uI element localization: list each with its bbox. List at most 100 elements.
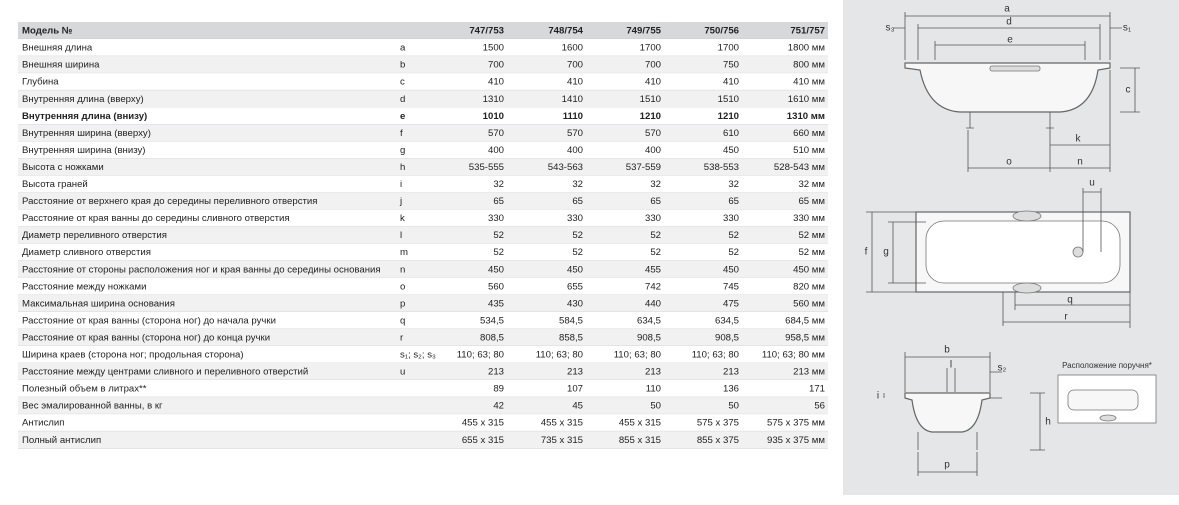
- row-value: 655: [567, 281, 583, 292]
- dim-label: n: [1077, 157, 1083, 168]
- row-value: 1110: [563, 111, 583, 122]
- row-value: 700: [488, 60, 504, 71]
- row-value: 534,5: [480, 315, 504, 326]
- row-value: 52: [728, 247, 739, 258]
- row-label: Полезный объем в литрах**: [22, 384, 147, 395]
- dim-label: s₃: [885, 23, 894, 34]
- row-value: 410 мм: [793, 77, 825, 88]
- row-value: 634,5: [715, 315, 739, 326]
- handle-inset: Расположение поручня*: [1057, 361, 1157, 424]
- row-value: 735 x 315: [541, 435, 583, 446]
- row-value: 855 x 315: [619, 435, 661, 446]
- row-bg: [18, 39, 828, 57]
- row-value: 110; 63; 80: [536, 350, 583, 361]
- row-value: 450: [723, 145, 739, 156]
- row-bg: [18, 158, 828, 176]
- row-value: 858,5: [559, 332, 583, 343]
- row-value: 32: [650, 179, 661, 190]
- row-symbol: q: [400, 315, 405, 326]
- row-bg: [18, 345, 828, 363]
- row-value: 32: [572, 179, 583, 190]
- dim-label: a: [1004, 4, 1010, 15]
- row-label: Полный антислип: [22, 435, 101, 446]
- row-label: Внутренняя ширина (внизу): [22, 145, 146, 156]
- row-value: 528-543 мм: [774, 162, 825, 173]
- dim-label: g: [883, 247, 889, 258]
- side-view: a s₃ d s₁ e c k o n: [885, 4, 1140, 172]
- row-value: 330: [723, 213, 739, 224]
- row-value: 958,5 мм: [785, 332, 825, 343]
- dim-label: r: [1064, 312, 1068, 323]
- row-value: 570: [645, 128, 661, 139]
- row-value: 1600: [562, 43, 583, 54]
- row-value: 1610 мм: [788, 94, 825, 105]
- dim-label: k: [1076, 134, 1082, 145]
- row-bg: [18, 380, 828, 398]
- row-value: 800 мм: [793, 60, 825, 71]
- row-bg: [18, 431, 828, 449]
- row-label: Модель №: [22, 26, 73, 37]
- row-label: Высота граней: [22, 179, 88, 190]
- row-value: 56: [814, 401, 825, 412]
- row-value: 908,5: [715, 332, 739, 343]
- row-label: Глубина: [22, 77, 59, 88]
- row-symbol: n: [400, 264, 405, 275]
- row-value: 610: [723, 128, 739, 139]
- dim-label: o: [1006, 157, 1012, 168]
- dim-label: l: [950, 360, 952, 371]
- row-bg: [18, 397, 828, 415]
- row-bg: [18, 243, 828, 261]
- row-label: Максимальная ширина основания: [22, 298, 175, 309]
- row-value: 32: [493, 179, 504, 190]
- row-value: 330: [488, 213, 504, 224]
- row-value: 538-553: [704, 162, 739, 173]
- row-value: 1310: [483, 94, 504, 105]
- row-bg: [18, 414, 828, 432]
- row-value: 45: [572, 401, 583, 412]
- row-label: Расстояние от края ванны до середины сли…: [22, 213, 290, 224]
- row-label: Внешняя длина: [22, 43, 93, 54]
- dim-label: e: [1007, 35, 1013, 46]
- spec-table: Модель № 747/753 748/754 749/755 750/756 751/…: [18, 22, 828, 449]
- row-value: 855 x 375: [697, 435, 739, 446]
- row-value: 749/755: [626, 26, 661, 37]
- row-value: 1210: [640, 111, 661, 122]
- row-value: 52: [493, 230, 504, 241]
- row-value: 410: [488, 77, 504, 88]
- row-value: 747/753: [469, 26, 504, 37]
- row-value: 455: [645, 264, 661, 275]
- dim-label: q: [1067, 295, 1073, 306]
- row-symbol: u: [400, 367, 405, 378]
- row-value: 560: [488, 281, 504, 292]
- row-value: 1700: [718, 43, 739, 54]
- row-bg: [18, 175, 828, 193]
- row-value: 107: [567, 384, 583, 395]
- dim-label: b: [944, 345, 950, 356]
- row-value: 455 x 315: [619, 418, 661, 429]
- row-symbol: j: [399, 196, 402, 207]
- dim-label: u: [1089, 178, 1095, 189]
- row-value: 820 мм: [793, 281, 825, 292]
- row-bg: [18, 209, 828, 227]
- row-label: Внешняя ширина: [22, 60, 100, 71]
- row-symbol: p: [400, 298, 405, 309]
- row-value: 684,5 мм: [785, 315, 825, 326]
- row-label: Расстояние от края ванны (сторона ног) д…: [22, 315, 276, 326]
- row-value: 52: [650, 230, 661, 241]
- row-value: 65: [572, 196, 583, 207]
- row-value: 1010: [483, 111, 504, 122]
- row-value: 1410: [562, 94, 583, 105]
- row-value: 32: [728, 179, 739, 190]
- row-value: 52: [728, 230, 739, 241]
- row-bg: [18, 141, 828, 159]
- plan-view: f g u q r: [865, 178, 1131, 328]
- row-value: 110; 63; 80: [457, 350, 504, 361]
- row-value: 65: [493, 196, 504, 207]
- row-symbol: b: [400, 60, 405, 71]
- row-value: 1500: [483, 43, 504, 54]
- row-value: 213 мм: [793, 367, 825, 378]
- row-value: 450: [723, 264, 739, 275]
- row-label: Расстояние от края ванны (сторона ног) д…: [22, 332, 270, 343]
- row-symbol: f: [400, 128, 403, 139]
- row-value: 750: [723, 60, 739, 71]
